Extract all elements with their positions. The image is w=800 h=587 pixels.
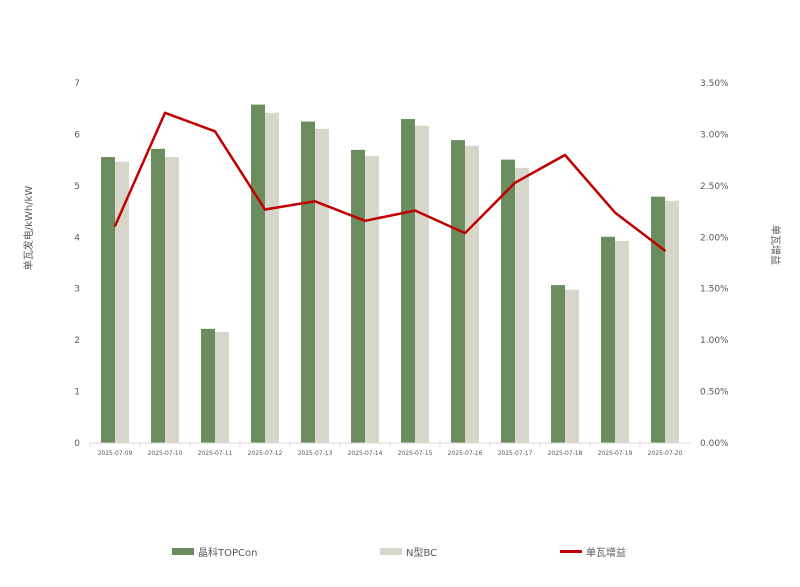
gain-point (214, 130, 216, 133)
x-tick-label: 2025-07-20 (648, 450, 683, 457)
x-tick-label: 2025-07-11 (198, 450, 233, 457)
y2-tick-label: 1.00% (700, 336, 729, 346)
bar-topcon (151, 148, 165, 444)
x-tick-label: 2025-07-12 (248, 450, 283, 457)
bar-bc (115, 161, 129, 443)
bar-bc (365, 156, 379, 443)
bar-bc (665, 200, 679, 443)
x-tick-label: 2025-07-18 (548, 450, 583, 457)
legend-gain: 单瓦增益 (560, 544, 626, 559)
bar-bc (165, 157, 179, 444)
gain-point (314, 200, 316, 203)
bar-bc (565, 289, 579, 443)
y2-tick-label: 1.50% (700, 285, 729, 295)
bar-topcon (201, 328, 215, 443)
x-tick-label: 2025-07-14 (348, 450, 383, 457)
x-tick-label: 2025-07-10 (148, 450, 183, 457)
x-tick-label: 2025-07-13 (298, 450, 333, 457)
legend-swatch (560, 550, 582, 553)
bar-bc (615, 240, 629, 443)
legend-topcon: 晶科TOPCon (172, 544, 257, 559)
bar-topcon (501, 159, 515, 443)
bar-bc (515, 167, 529, 443)
gain-point (364, 219, 366, 222)
bar-topcon (301, 121, 315, 444)
bar-bc (215, 331, 229, 443)
bar-topcon (551, 285, 565, 443)
gain-point (464, 232, 466, 235)
bar-topcon (351, 149, 365, 443)
x-tick-label: 2025-07-17 (498, 450, 533, 457)
gain-point (514, 181, 516, 184)
gain-point (164, 111, 166, 114)
y2-tick-label: 2.00% (700, 233, 729, 243)
bar-topcon (451, 140, 465, 444)
y2-tick-label: 0.00% (700, 439, 729, 449)
bar-bc (465, 145, 479, 443)
legend-swatch (380, 548, 402, 555)
bar-bc (415, 125, 429, 443)
bar-topcon (601, 236, 615, 443)
gain-point (264, 208, 266, 211)
legend-bc: N型BC (380, 544, 437, 559)
y2-tick-label: 0.50% (700, 388, 729, 398)
gain-point (414, 209, 416, 212)
y-tick-label: 5 (74, 182, 80, 192)
y-tick-label: 4 (74, 233, 80, 243)
bar-topcon (401, 119, 415, 443)
y2-tick-label: 3.00% (700, 130, 729, 140)
gain-point (664, 249, 666, 252)
y-tick-label: 1 (74, 388, 80, 398)
y2-tick-label: 2.50% (700, 182, 729, 192)
gain-point (564, 154, 566, 156)
y-axis-label: 单瓦发电/kWh/kW (22, 186, 35, 271)
y-tick-label: 2 (74, 336, 80, 346)
legend-label: N型BC (406, 548, 438, 559)
bar-bc (315, 128, 329, 443)
bar-bc (265, 112, 279, 443)
y-tick-label: 6 (74, 130, 80, 140)
x-tick-label: 2025-07-15 (398, 450, 433, 457)
bar-topcon (651, 196, 665, 443)
legend-label: 单瓦增益 (586, 548, 626, 559)
bar-topcon (101, 157, 115, 444)
x-tick-label: 2025-07-16 (448, 450, 483, 457)
y2-axis-label: 单瓦增益 (769, 225, 782, 265)
x-tick-label: 2025-07-19 (598, 450, 633, 457)
y-tick-label: 0 (74, 439, 80, 449)
bar-topcon (251, 104, 265, 443)
gain-line (113, 111, 666, 252)
legend-swatch (172, 548, 194, 555)
y-tick-label: 3 (74, 285, 80, 295)
y-tick-label: 7 (74, 79, 80, 89)
x-tick-label: 2025-07-09 (98, 450, 133, 457)
y2-tick-label: 3.50% (700, 79, 729, 89)
legend-label: 晶科TOPCon (198, 548, 258, 559)
gain-point (614, 211, 616, 214)
gain-point (114, 224, 116, 227)
